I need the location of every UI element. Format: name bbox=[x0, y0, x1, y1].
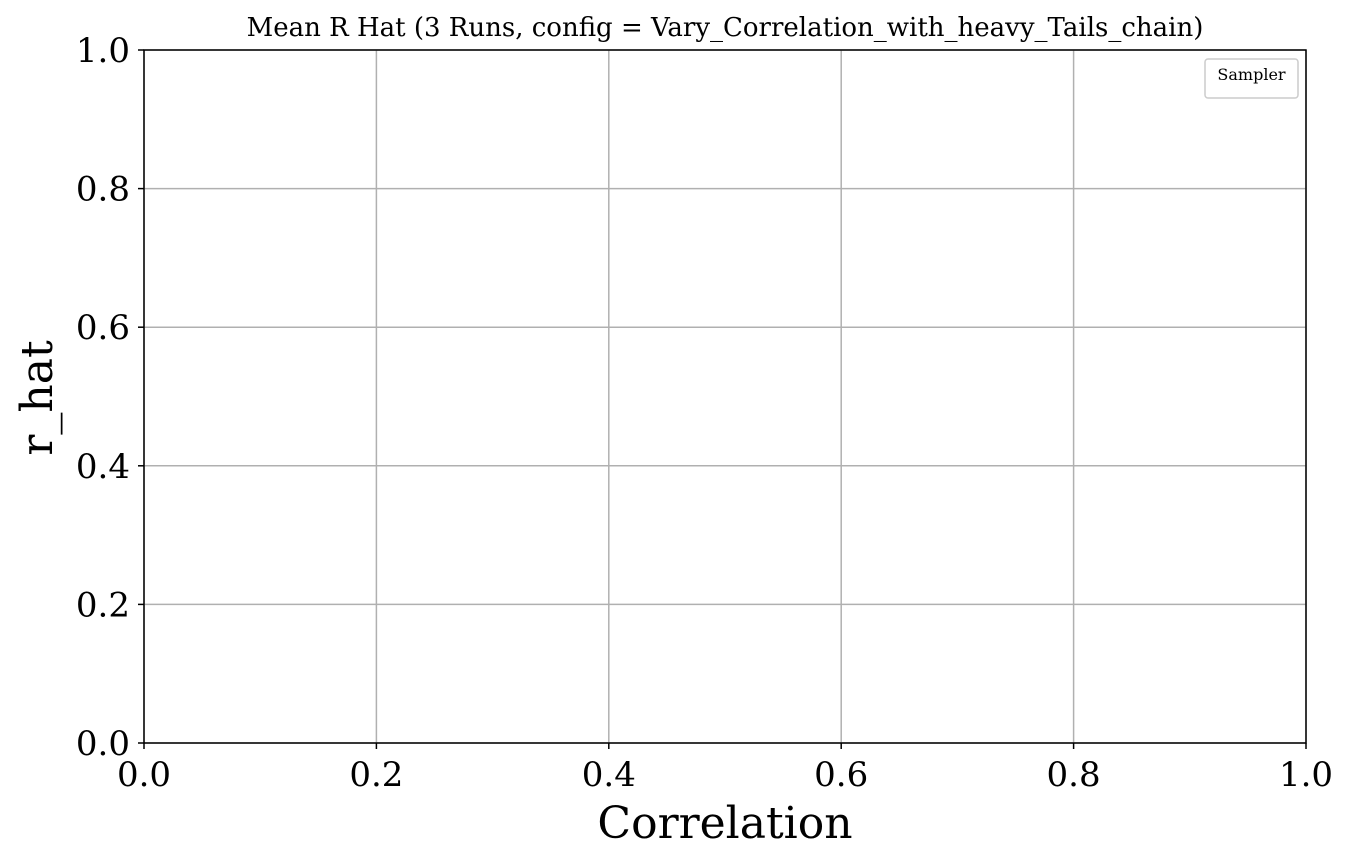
x-tick-label: 0.2 bbox=[349, 755, 403, 795]
x-tick-label: 0.4 bbox=[582, 755, 636, 795]
plot-frame bbox=[143, 49, 1307, 744]
x-tick-label: 0.8 bbox=[1047, 755, 1101, 795]
chart-title: Mean R Hat (3 Runs, config = Vary_Correl… bbox=[247, 13, 1204, 43]
y-tick-label: 0.4 bbox=[76, 447, 130, 487]
legend: Sampler bbox=[1204, 58, 1299, 99]
y-axis-label: r_hat bbox=[12, 340, 63, 456]
x-tick-label: 1.0 bbox=[1279, 755, 1333, 795]
y-tick-label: 1.0 bbox=[76, 31, 130, 71]
x-tick-label: 0.6 bbox=[814, 755, 868, 795]
y-tick-label: 0.2 bbox=[76, 585, 130, 625]
x-axis-ticks: 0.0 0.2 0.4 0.6 0.8 1.0 bbox=[117, 743, 1333, 795]
y-tick-label: 0.0 bbox=[76, 724, 130, 764]
legend-box bbox=[1204, 58, 1299, 99]
x-tick-label: 0.0 bbox=[117, 755, 171, 795]
y-tick-label: 0.6 bbox=[76, 308, 130, 348]
x-axis-label: Correlation bbox=[597, 798, 852, 849]
y-tick-label: 0.8 bbox=[76, 170, 130, 210]
y-axis-ticks: 0.0 0.2 0.4 0.6 0.8 1.0 bbox=[76, 31, 144, 764]
legend-title: Sampler bbox=[1217, 65, 1286, 84]
